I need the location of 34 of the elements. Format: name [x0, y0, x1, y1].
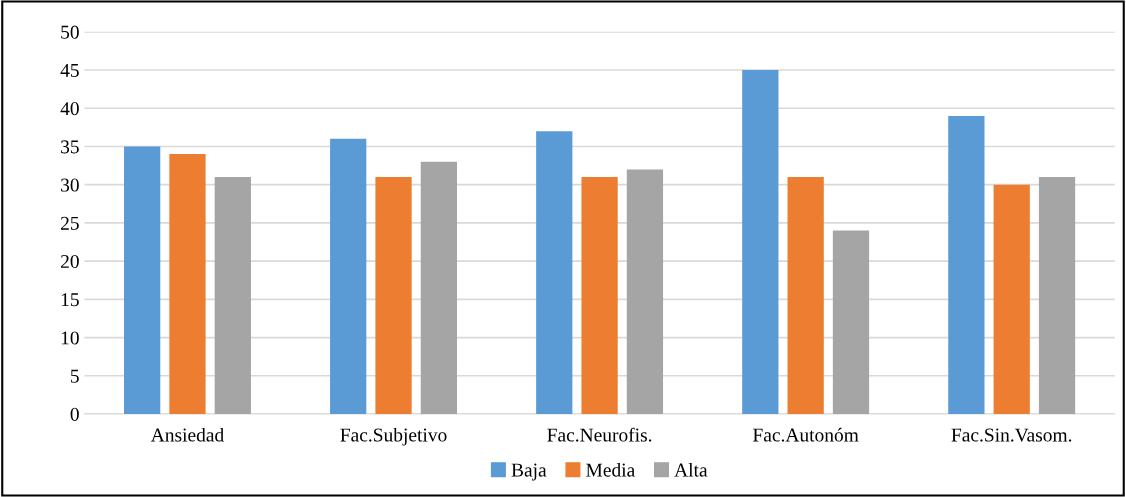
bar [626, 169, 664, 414]
y-tick-label: 30 [61, 178, 79, 192]
y-tick-label: 0 [70, 407, 79, 421]
x-tick-label: Fac.Subjetivo [340, 427, 447, 446]
bar [330, 138, 367, 414]
x-tick-label: Fac.Autonóm [753, 427, 859, 442]
x-tick-label: Fac.Neurofis. [547, 427, 652, 442]
bar [375, 177, 412, 414]
y-tick-label: 10 [61, 331, 79, 345]
legend-label: Alta [674, 462, 708, 477]
y-tick-label: 15 [61, 293, 79, 307]
y-tick-label: 45 [60, 63, 79, 77]
bar [124, 146, 161, 414]
bar [832, 230, 870, 414]
y-tick-label: 35 [61, 140, 79, 154]
y-tick-label: 5 [71, 369, 79, 383]
bar [1038, 177, 1076, 414]
y-tick-label: 25 [61, 216, 79, 230]
bar [787, 177, 824, 414]
x-tick-label: Fac.Sin.Vasom. [951, 428, 1072, 442]
legend-label: Media [586, 462, 635, 477]
y-tick-label: 40 [60, 102, 79, 116]
bar [420, 161, 457, 414]
legend-label: Baja [511, 463, 547, 481]
y-tick-label: 50 [61, 25, 79, 39]
bar [993, 184, 1030, 414]
bar [169, 154, 206, 414]
x-tick-label: Ansiedad [150, 427, 224, 442]
bar [581, 177, 618, 414]
bar [214, 177, 251, 414]
bar [742, 70, 779, 414]
bar [948, 115, 985, 414]
bar [536, 131, 573, 414]
y-tick-label: 20 [61, 254, 79, 269]
